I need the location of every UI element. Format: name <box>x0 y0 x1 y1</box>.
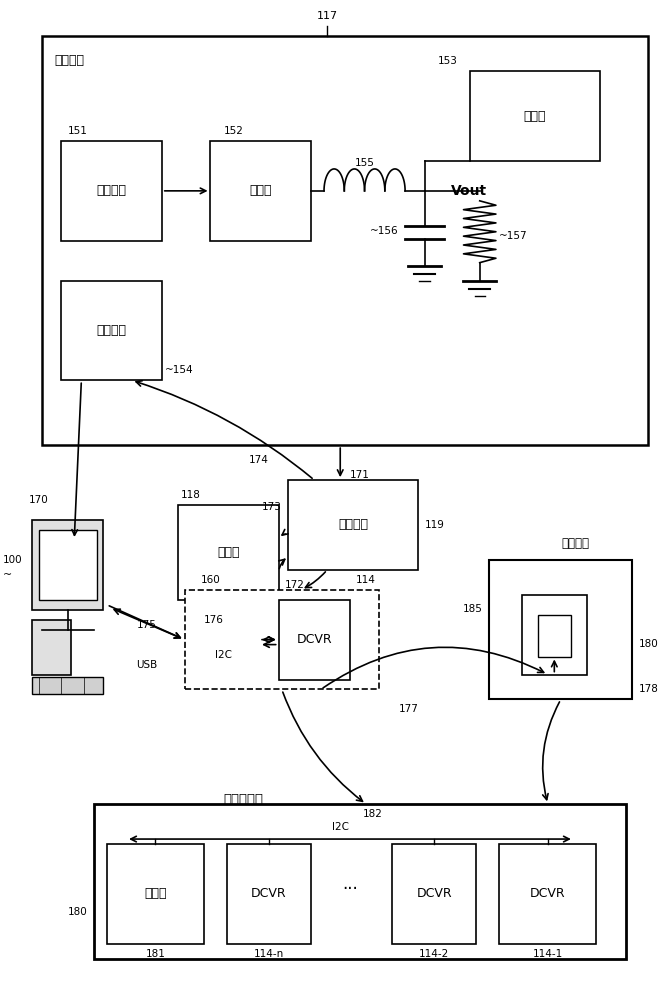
Bar <box>288 480 418 570</box>
Text: 153: 153 <box>438 56 458 66</box>
Text: 114-2: 114-2 <box>419 949 450 959</box>
Text: 119: 119 <box>424 520 444 530</box>
Text: 114: 114 <box>356 575 376 585</box>
Text: ···: ··· <box>342 880 358 898</box>
Text: I2C: I2C <box>332 822 349 832</box>
Text: 178: 178 <box>639 684 659 694</box>
Text: 174: 174 <box>249 455 269 465</box>
Bar <box>470 71 600 161</box>
Text: 160: 160 <box>200 575 220 585</box>
Bar <box>32 620 71 675</box>
Text: ~156: ~156 <box>370 226 399 236</box>
Text: DCVR: DCVR <box>416 887 452 900</box>
Bar <box>107 844 204 944</box>
Text: 185: 185 <box>463 604 483 614</box>
Text: 终端产品: 终端产品 <box>561 537 589 550</box>
Bar <box>32 520 103 610</box>
Bar <box>392 844 476 944</box>
Text: 175: 175 <box>137 620 157 630</box>
Bar <box>500 844 597 944</box>
Text: 图形数据: 图形数据 <box>97 324 127 337</box>
Text: 152: 152 <box>224 126 243 136</box>
Text: 172: 172 <box>285 580 305 590</box>
Text: 173: 173 <box>262 502 282 512</box>
Text: I2C: I2C <box>215 650 232 660</box>
Text: 示波器: 示波器 <box>523 110 546 123</box>
Bar <box>490 560 632 699</box>
Bar <box>32 677 103 694</box>
Bar <box>184 590 379 689</box>
Text: 虚拟装置: 虚拟装置 <box>55 54 85 67</box>
Bar <box>178 505 278 600</box>
Text: 仿真引擎: 仿真引擎 <box>338 518 368 531</box>
Bar <box>522 595 587 675</box>
Text: 177: 177 <box>399 704 418 714</box>
Text: 114-n: 114-n <box>254 949 284 959</box>
Bar <box>210 141 311 241</box>
Text: DCVR: DCVR <box>296 633 332 646</box>
Text: Vout: Vout <box>450 184 487 198</box>
Text: DCVR: DCVR <box>251 887 286 900</box>
Text: 180: 180 <box>639 639 659 649</box>
Bar <box>61 281 162 380</box>
Text: 知识库: 知识库 <box>217 546 240 559</box>
Bar <box>61 141 162 241</box>
Text: 180: 180 <box>67 907 87 917</box>
Text: 170: 170 <box>29 495 49 505</box>
Text: 181: 181 <box>145 949 165 959</box>
Text: 117: 117 <box>317 11 338 21</box>
Text: 电源管理板: 电源管理板 <box>224 793 264 806</box>
Text: 100: 100 <box>3 555 23 565</box>
Bar <box>226 844 311 944</box>
Bar <box>278 600 350 680</box>
Text: ~157: ~157 <box>500 231 527 241</box>
Text: 155: 155 <box>354 158 374 168</box>
Text: USB: USB <box>137 660 158 670</box>
Bar <box>538 615 571 657</box>
Text: ~154: ~154 <box>165 365 194 375</box>
Text: DCVR: DCVR <box>530 887 565 900</box>
Text: 处理器: 处理器 <box>144 887 166 900</box>
Text: 151: 151 <box>68 126 88 136</box>
Text: 稳压器: 稳压器 <box>250 184 272 197</box>
Text: 171: 171 <box>350 470 370 480</box>
Text: 114-1: 114-1 <box>533 949 563 959</box>
Text: ~: ~ <box>3 570 13 580</box>
Text: 118: 118 <box>181 490 201 500</box>
Bar <box>42 36 649 445</box>
Text: 182: 182 <box>363 809 382 819</box>
Bar <box>39 530 97 600</box>
Text: 176: 176 <box>204 615 224 625</box>
Text: 供电电源: 供电电源 <box>97 184 127 197</box>
Bar <box>94 804 625 959</box>
